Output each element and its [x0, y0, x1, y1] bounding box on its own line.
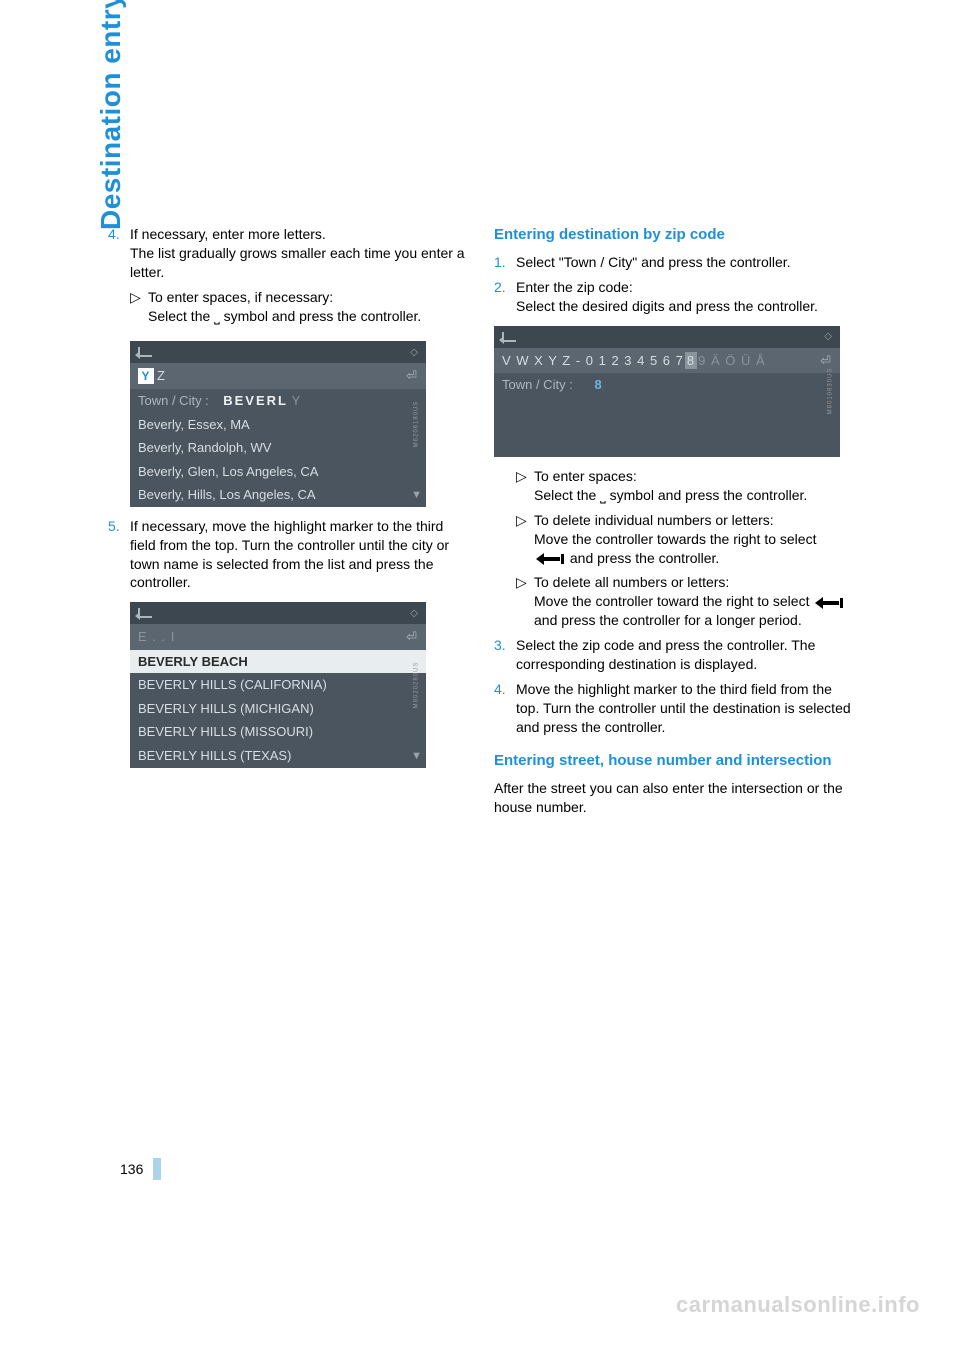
list-item-selected: BEVERLY BEACH: [130, 650, 426, 674]
nav-screenshot-3: ◇ V W X Y Z - 0 1 2 3 4 5 6 7 8 9 Ä Ö Ü …: [494, 326, 840, 457]
step-4b: 4. Move the highlight marker to the thir…: [494, 680, 852, 737]
diamond-icon: ◇: [410, 607, 418, 621]
bullet-marker: ▷: [516, 467, 534, 505]
field-label: Town / City :: [138, 393, 209, 408]
chars-dim: 9 Ä Ö Ü Å: [698, 352, 766, 370]
side-section-title: Destination entry: [95, 0, 127, 230]
suggested-text: Y: [292, 393, 303, 408]
bullet-marker: ▷: [130, 288, 148, 326]
list-item: BEVERLY HILLS (CALIFORNIA): [130, 673, 426, 697]
step-1: 1. Select "Town / City" and press the co…: [494, 253, 852, 272]
char: Z: [157, 367, 166, 385]
list-item: Beverly, Randolph, WV: [130, 436, 426, 460]
list-item: Beverly, Essex, MA: [130, 413, 426, 437]
step-text: If necessary, enter more letters.: [130, 225, 466, 244]
list-item: BEVERLY HILLS (MISSOURI): [130, 720, 426, 744]
step-number: 4.: [108, 225, 130, 331]
paragraph: After the street you can also enter the …: [494, 779, 852, 817]
enter-icon: ⏎: [406, 628, 418, 646]
bullet-marker: ▷: [516, 511, 534, 568]
bullet-text: Move the controller toward the right to …: [534, 592, 852, 630]
bullet-text: To delete individual numbers or letters:: [534, 511, 852, 530]
bullet-text: To delete all numbers or letters:: [534, 573, 852, 592]
nav-screenshot-1: ◇ Y Z ⏎ Town / City : BEVERL Y Beverly, …: [130, 341, 426, 506]
diamond-icon: ◇: [824, 330, 832, 344]
bullet-delete-one: ▷ To delete individual numbers or letter…: [516, 511, 852, 568]
bullet-marker: ▷: [516, 573, 534, 630]
nav-screenshot-2: ◇ E . . I ⏎ BEVERLY BEACH BEVERLY HILLS …: [130, 602, 426, 767]
step-number: 4.: [494, 680, 516, 737]
enter-icon: ⏎: [406, 367, 418, 385]
left-column: 4. If necessary, enter more letters. The…: [108, 225, 466, 817]
figure-code: M8010830US: [827, 368, 835, 415]
step-number: 3.: [494, 636, 516, 674]
section-heading: Entering street, house number and inters…: [494, 751, 852, 771]
back-icon: [138, 608, 152, 618]
list-item: BEVERLY HILLS (MICHIGAN): [130, 697, 426, 721]
step-text: Select the zip code and press the contro…: [516, 636, 852, 674]
step-4: 4. If necessary, enter more letters. The…: [108, 225, 466, 331]
figure-code: M8020280US: [413, 662, 421, 709]
bullet-delete-all: ▷ To delete all numbers or letters: Move…: [516, 573, 852, 630]
diamond-icon: ◇: [410, 346, 418, 360]
bullet-text: Select the ⎵ symbol and press the contro…: [534, 486, 852, 505]
watermark: carmanualsonline.info: [676, 1292, 920, 1318]
list-item: Beverly, Glen, Los Angeles, CA: [130, 460, 426, 484]
char-highlight: Y: [138, 368, 154, 384]
step-number: 2.: [494, 278, 516, 316]
bullet-text: To enter spaces:: [534, 467, 852, 486]
filter-text: E . . I: [138, 628, 175, 646]
step-text: Select "Town / City" and press the contr…: [516, 253, 852, 272]
bullet-text: Select the ⎵ symbol and press the contro…: [148, 307, 466, 326]
delete-arrow-icon: [815, 597, 843, 609]
chars: V W X Y Z - 0 1 2 3 4 5 6 7: [502, 352, 684, 370]
step-text: If necessary, move the highlight marker …: [130, 517, 466, 593]
step-text: Enter the zip code:: [516, 278, 852, 297]
page-content: 4. If necessary, enter more letters. The…: [108, 225, 853, 817]
entered-text: 8: [594, 377, 601, 392]
char-highlight: 8: [685, 352, 697, 370]
step-5: 5. If necessary, move the highlight mark…: [108, 517, 466, 593]
section-heading: Entering destination by zip code: [494, 225, 852, 245]
step-3: 3. Select the zip code and press the con…: [494, 636, 852, 674]
entered-text: BEVERL: [223, 393, 288, 408]
field-label: Town / City :: [502, 377, 573, 392]
step-2: 2. Enter the zip code: Select the desire…: [494, 278, 852, 316]
back-icon: [502, 332, 516, 342]
step-number: 1.: [494, 253, 516, 272]
page-number-bar: [153, 1158, 161, 1180]
bullet-spaces: ▷ To enter spaces: Select the ⎵ symbol a…: [516, 467, 852, 505]
delete-arrow-icon: [536, 553, 564, 565]
scroll-down-icon: ▼: [411, 749, 422, 764]
scroll-down-icon: ▼: [411, 488, 422, 503]
right-column: Entering destination by zip code 1. Sele…: [494, 225, 852, 817]
step-text: Select the desired digits and press the …: [516, 297, 852, 316]
bullet-text: Move the controller towards the right to…: [534, 530, 852, 568]
bullet-text: To enter spaces, if necessary:: [148, 288, 466, 307]
step-text: The list gradually grows smaller each ti…: [130, 244, 466, 282]
back-icon: [138, 347, 152, 357]
step-text: Move the highlight marker to the third f…: [516, 680, 852, 737]
list-item: BEVERLY HILLS (TEXAS): [130, 744, 426, 768]
step-number: 5.: [108, 517, 130, 593]
page-number: 136: [120, 1158, 161, 1180]
list-item: Beverly, Hills, Los Angeles, CA: [130, 483, 426, 507]
figure-code: M6206180US: [413, 401, 421, 448]
